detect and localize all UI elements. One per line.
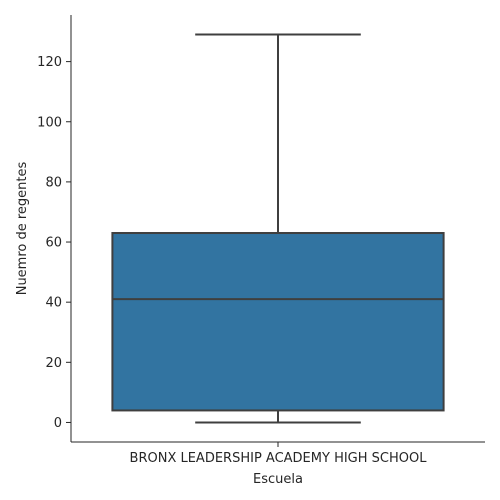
y-tick-label: 0 bbox=[54, 416, 62, 431]
y-tick-label: 100 bbox=[37, 115, 62, 130]
iqr-box bbox=[111, 232, 445, 412]
y-tick-label: 120 bbox=[37, 55, 62, 70]
x-tick-label: BRONX LEADERSHIP ACADEMY HIGH SCHOOL bbox=[130, 451, 428, 466]
box-series bbox=[111, 33, 445, 424]
y-tick-label: 40 bbox=[45, 296, 62, 311]
y-tick-label: 20 bbox=[45, 356, 62, 371]
x-axis-ticks: BRONX LEADERSHIP ACADEMY HIGH SCHOOL bbox=[130, 442, 428, 466]
x-axis-title: Escuela bbox=[253, 472, 303, 487]
y-tick-label: 80 bbox=[45, 175, 62, 190]
y-tick-label: 60 bbox=[45, 236, 62, 251]
y-axis-title: Nuemro de regentes bbox=[15, 161, 30, 295]
y-axis-ticks: 0 20 40 60 80 100 120 bbox=[37, 55, 71, 431]
